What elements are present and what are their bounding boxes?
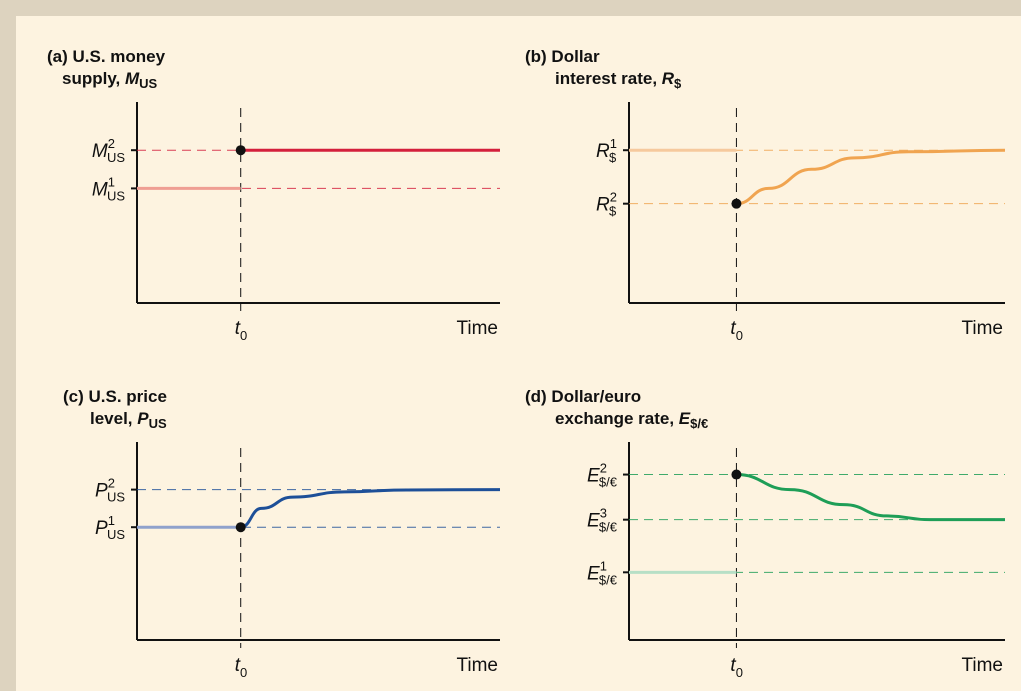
panel-c-title-line2-prefix: level,	[90, 409, 137, 428]
panel-c-t0-label: t0	[235, 655, 248, 680]
panel-d-xlabel: Time	[961, 655, 1003, 676]
panel-c-tick-label-P1: P1 US	[95, 513, 125, 542]
panel-d-title-sub: $/€	[690, 416, 708, 431]
panel-a-title-var: M	[125, 69, 140, 88]
panel-b-xlabel: Time	[961, 318, 1003, 339]
panel-c-title-sub: US	[149, 416, 167, 431]
panel-c-jump-point	[235, 522, 246, 533]
panel-b-title-sub: $	[674, 76, 682, 91]
panel-d-title-var: E	[679, 409, 691, 428]
panel-b-t0-label: t0	[730, 318, 743, 343]
panel-a-title-line2: supply, MUS	[62, 69, 158, 91]
panel-c-tick-label-P2: P2 US	[95, 476, 125, 505]
panel-d-series-after	[736, 473, 1005, 522]
figure-frame	[16, 16, 1021, 691]
panel-d-title-line1: (d) Dollar/euro	[525, 387, 641, 406]
panel-a-title-sub: US	[139, 76, 157, 91]
panel-d-title-line2: exchange rate, E$/€	[555, 409, 708, 431]
panel-b-title-line1: (b) Dollar	[525, 47, 600, 66]
panel-c-xlabel: Time	[456, 655, 498, 676]
panel-a-xlabel: Time	[456, 318, 498, 339]
panel-d-tick-label-E1: E1 $/€	[587, 558, 618, 587]
panel-a-jump-point	[235, 145, 246, 156]
panel-a: (a) U.S. money supply, MUS	[47, 47, 166, 91]
panel-d-tick-label-E3: E3 $/€	[587, 506, 618, 535]
panel-c-title-var: P	[137, 409, 149, 428]
panel-a-tick-label-M2: M2 US	[92, 136, 125, 165]
panel-d: (d) Dollar/euro exchange rate, E$/€	[525, 387, 708, 431]
panel-c-title-line2: level, PUS	[90, 409, 167, 431]
panel-b-series-after	[736, 148, 1006, 206]
panel-a-tick-label-M1: M1 US	[92, 174, 125, 203]
panel-b: (b) Dollar interest rate, R$	[525, 47, 682, 91]
panel-d-jump-point	[731, 469, 742, 480]
panel-d-title-line2-prefix: exchange rate,	[555, 409, 679, 428]
panel-b-title-line2: interest rate, R$	[555, 69, 682, 91]
panel-d-t0-label: t0	[730, 655, 743, 680]
panel-c: (c) U.S. price level, PUS	[63, 387, 167, 431]
panel-b-tick-label-R1: R1 $	[596, 136, 617, 165]
panel-a-title-line2-prefix: supply,	[62, 69, 125, 88]
panel-d-tick-label-E2: E2 $/€	[587, 461, 618, 490]
panel-b-title-line2-prefix: interest rate,	[555, 69, 662, 88]
panel-b-title-var: R	[662, 69, 675, 88]
panel-a-title-line1: (a) U.S. money	[47, 47, 166, 66]
panel-c-series-after	[240, 488, 501, 529]
panel-b-tick-label-R2: R2 $	[596, 190, 617, 219]
panel-b-jump-point	[731, 198, 742, 209]
panel-a-t0-label: t0	[235, 318, 248, 343]
panel-c-title-line1: (c) U.S. price	[63, 387, 167, 406]
